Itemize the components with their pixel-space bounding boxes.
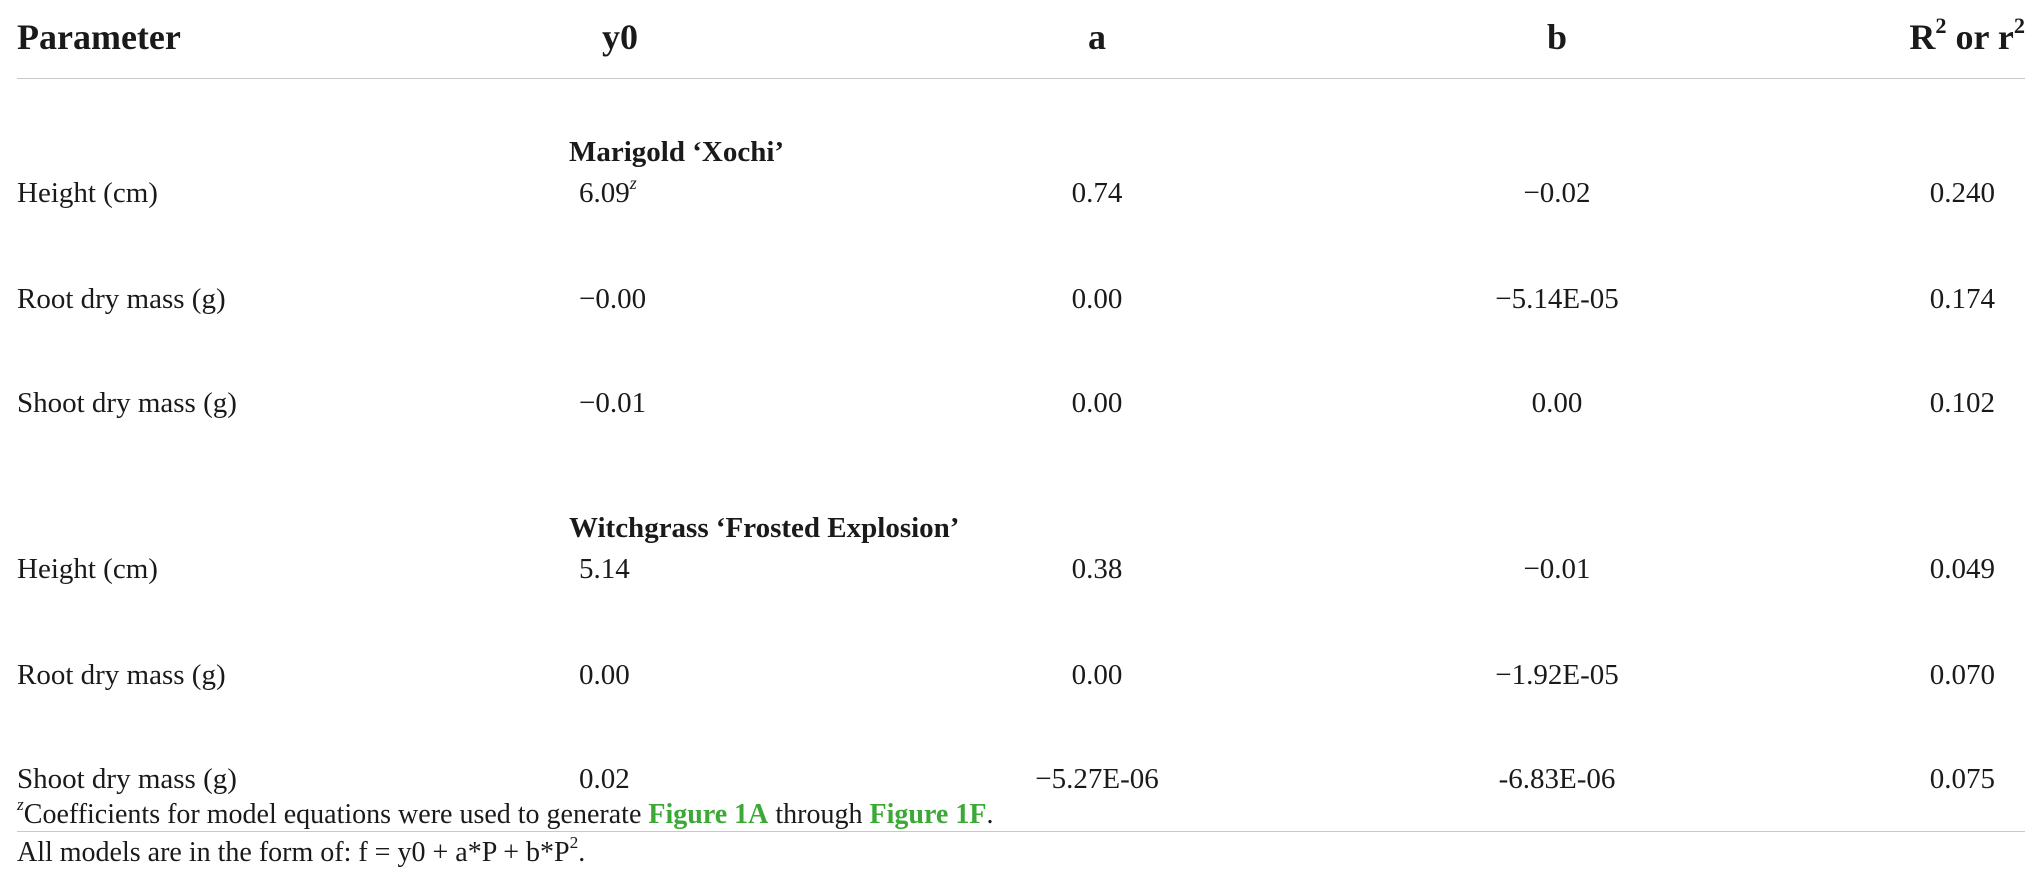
- header-y0: y0: [567, 0, 887, 79]
- cell-parameter: Root dry mass (g): [17, 282, 226, 315]
- table-row: Height (cm) 5.14 0.38 −0.01 0.049: [17, 551, 2025, 623]
- table-row: Root dry mass (g) 0.00 0.00 −1.92E-05 0.…: [17, 623, 2025, 727]
- cell-parameter: Shoot dry mass (g): [17, 727, 567, 832]
- footnote-text: .: [986, 799, 994, 830]
- table-row: Shoot dry mass (g) 0.02 −5.27E-06 -6.83E…: [17, 727, 2025, 832]
- cell-a: 0.38: [1071, 553, 1123, 585]
- cell-b: −1.92E-05: [1495, 658, 1619, 691]
- cell-r2: 0.075: [1807, 727, 2025, 832]
- footnote-text: Coefficients for model equations were us…: [23, 799, 649, 830]
- table-footnotes: zCoefficients for model equations were u…: [17, 796, 993, 872]
- cell-a: 0.00: [1071, 282, 1123, 315]
- cell-y0: 0.02: [567, 727, 887, 832]
- cell-y0: −0.00: [579, 282, 647, 315]
- cell-b: −0.01: [1523, 553, 1591, 585]
- cell-b: -6.83E-06: [1307, 727, 1807, 832]
- footnote-marker: z: [17, 795, 24, 815]
- coefficients-table-container: Parameter y0 a b R2 or r2 Marigold ‘Xoch…: [17, 0, 2025, 832]
- table-header-row: Parameter y0 a b R2 or r2: [17, 0, 2025, 79]
- footnote-text: All models are in the form of: f = y0 + …: [17, 837, 570, 868]
- cell-y0: 0.00: [579, 658, 630, 691]
- cell-r2: 0.049: [1929, 553, 1995, 585]
- cell-parameter: Root dry mass (g): [17, 658, 226, 691]
- footnote-superscript: 2: [569, 833, 579, 853]
- section-label-marigold: Marigold ‘Xochi’: [569, 136, 785, 168]
- section-label-witchgrass: Witchgrass ‘Frosted Explosion’: [569, 512, 960, 544]
- cell-parameter: Height (cm): [17, 177, 158, 209]
- footnote-text: .: [578, 837, 586, 868]
- cell-parameter: Height (cm): [17, 553, 158, 585]
- cell-r2: 0.102: [1929, 386, 1995, 419]
- cell-r2: 0.240: [1929, 177, 1995, 209]
- cell-b: −5.14E-05: [1495, 282, 1619, 315]
- figure-1f-link[interactable]: Figure 1F: [869, 799, 987, 830]
- section-header-row: Marigold ‘Xochi’: [17, 79, 2025, 176]
- section-header-row: Witchgrass ‘Frosted Explosion’: [17, 455, 2025, 551]
- footnote-model-form: All models are in the form of: f = y0 + …: [17, 834, 993, 872]
- cell-a: −5.27E-06: [887, 727, 1307, 832]
- header-a: a: [887, 0, 1307, 79]
- cell-r2: 0.070: [1929, 658, 1995, 691]
- table-row: Root dry mass (g) −0.00 0.00 −5.14E-05 0…: [17, 247, 2025, 351]
- cell-parameter: Shoot dry mass (g): [17, 386, 237, 419]
- table-row: Height (cm) 6.09z 0.74 −0.02 0.240: [17, 172, 2025, 247]
- table-row: Shoot dry mass (g) −0.01 0.00 0.00 0.102: [17, 351, 2025, 455]
- cell-y0: 6.09z: [579, 172, 637, 209]
- cell-a: 0.74: [1071, 177, 1123, 209]
- header-b: b: [1307, 0, 1807, 79]
- cell-y0: −0.01: [579, 386, 647, 419]
- header-parameter: Parameter: [17, 0, 567, 79]
- cell-a: 0.00: [1071, 386, 1123, 419]
- cell-a: 0.00: [1071, 658, 1123, 691]
- figure-1a-link[interactable]: Figure 1A: [648, 799, 769, 830]
- cell-r2: 0.174: [1929, 282, 1995, 315]
- cell-b: 0.00: [1531, 386, 1583, 419]
- footnote-text: through: [768, 799, 870, 830]
- cell-y0: 5.14: [579, 553, 630, 585]
- header-r-squared: R2 or r2: [1807, 0, 2025, 79]
- footnote-marker-z: z: [629, 172, 637, 193]
- cell-b: −0.02: [1523, 177, 1591, 209]
- coefficients-table: Parameter y0 a b R2 or r2 Marigold ‘Xoch…: [17, 0, 2025, 832]
- footnote-z: zCoefficients for model equations were u…: [17, 796, 993, 834]
